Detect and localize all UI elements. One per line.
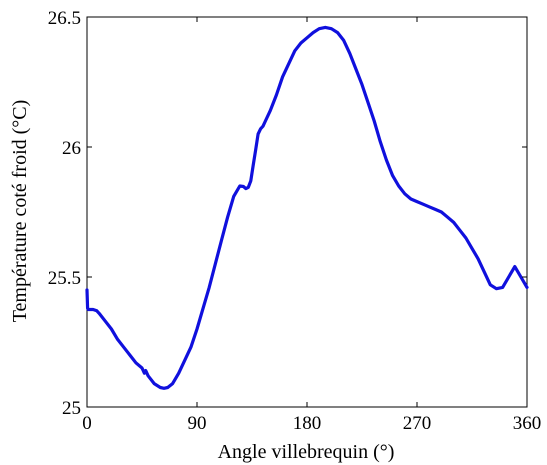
y-tick-label: 26.5 [48,8,81,29]
x-tick-label: 0 [82,413,92,434]
x-tick-label: 270 [403,413,432,434]
series-line [85,25,529,390]
x-tick-label: 180 [293,413,322,434]
axes-frame [86,16,528,408]
x-tick-label: 90 [188,413,207,434]
y-tick-label: 26 [62,138,81,159]
y-tick-label: 25 [62,398,81,419]
plot-area [85,16,529,408]
axis-ticks: 0 90 180 270 360 25 25.5 26 26.5 [48,8,542,434]
y-axis-label: Température coté froid (°C) [9,100,31,323]
x-axis-label: Angle villebrequin (°) [218,441,395,463]
x-tick-label: 360 [513,413,542,434]
y-tick-label: 25.5 [48,268,81,289]
